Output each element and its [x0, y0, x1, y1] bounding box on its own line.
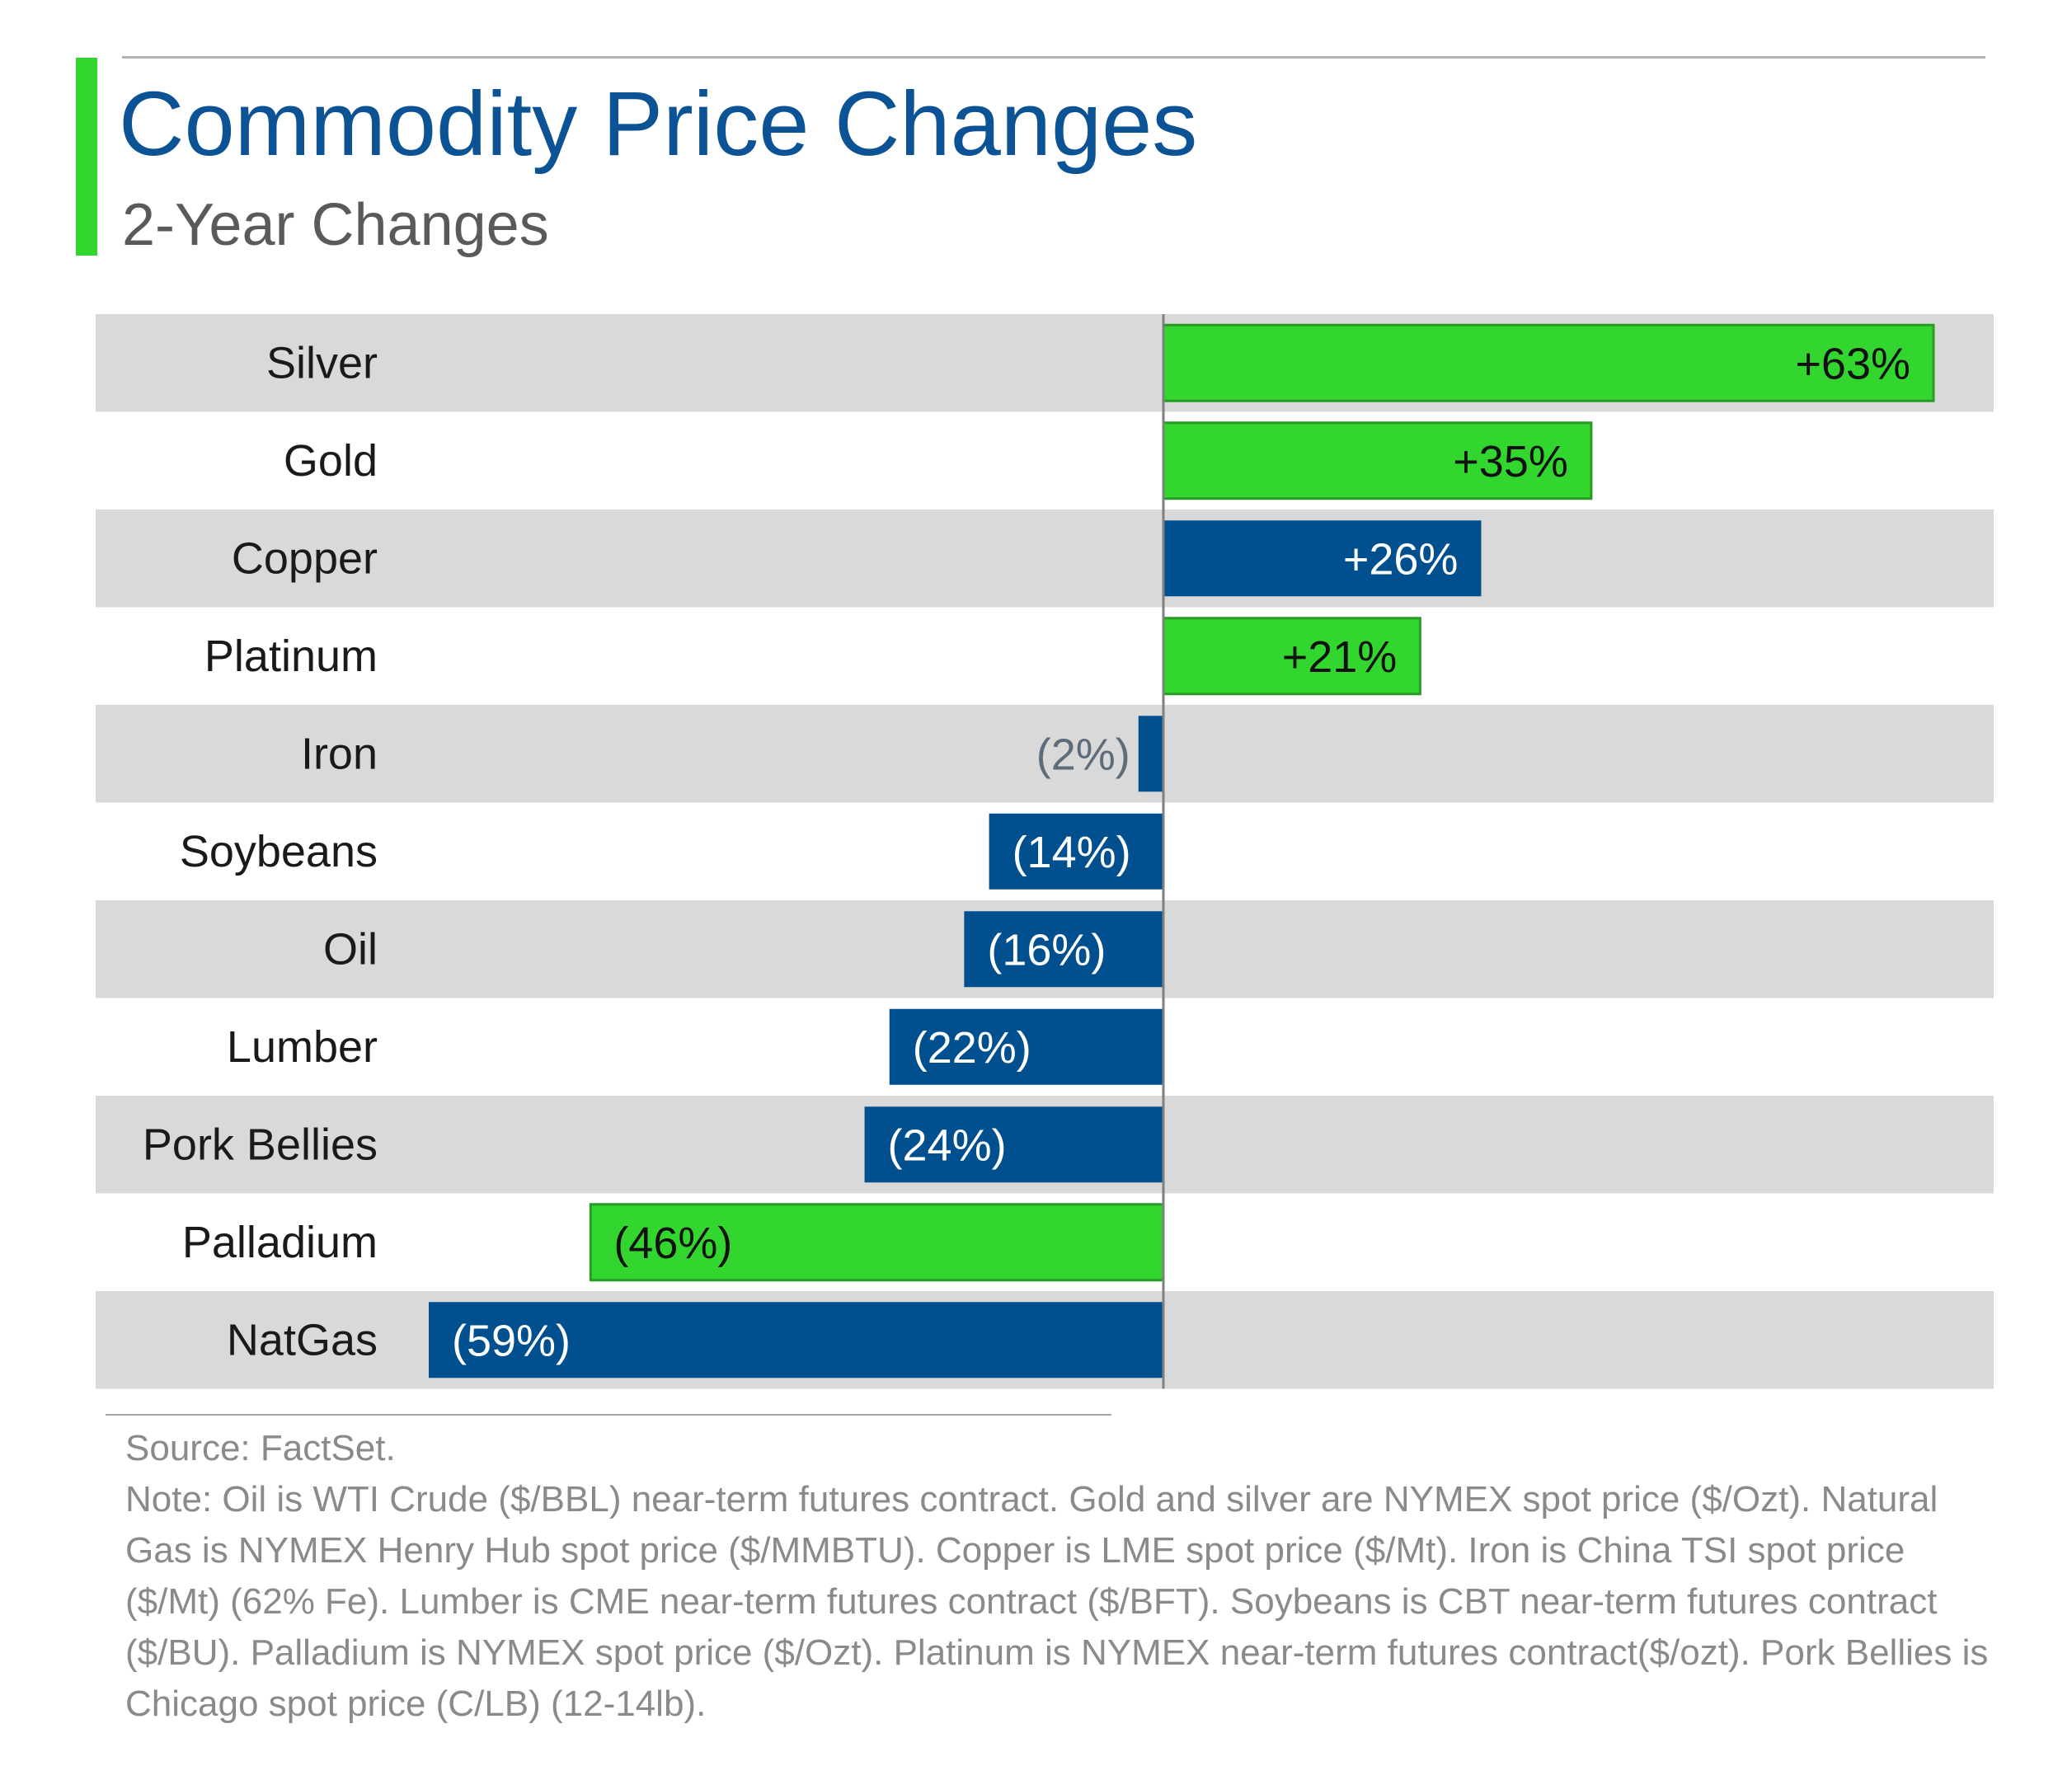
bar [1162, 617, 1421, 696]
data-label: (24%) [888, 1120, 1007, 1170]
bar [1163, 520, 1482, 597]
data-label: (14%) [1013, 828, 1131, 877]
source-rule [106, 1414, 1111, 1416]
data-label: (16%) [987, 925, 1106, 975]
category-label: Iron [301, 729, 378, 778]
bar [1138, 716, 1163, 792]
category-label: Pork Bellies [143, 1120, 378, 1169]
footnote: Source: FactSet. Note: Oil is WTI Crude … [125, 1423, 1989, 1730]
category-label: NatGas [227, 1315, 378, 1364]
bar [964, 911, 1163, 988]
category-label: Soybeans [180, 827, 378, 876]
bar [1162, 421, 1593, 500]
methodology-note: Note: Oil is WTI Crude ($/BBL) near-term… [125, 1479, 1989, 1724]
data-label: +35% [1453, 437, 1568, 486]
data-label: (22%) [913, 1023, 1031, 1073]
row-band [96, 705, 1994, 803]
category-label: Platinum [204, 632, 378, 681]
data-label: +26% [1343, 534, 1459, 584]
source-note: Source: FactSet. [125, 1428, 396, 1468]
category-label: Silver [266, 338, 378, 387]
data-label: +21% [1282, 632, 1398, 682]
data-label: (46%) [613, 1219, 732, 1268]
category-label: Palladium [182, 1218, 378, 1267]
category-label: Gold [284, 436, 378, 486]
chart-title: Commodity Price Changes [119, 73, 1198, 175]
category-label: Oil [323, 924, 378, 974]
row-band [96, 510, 1994, 608]
bar [989, 813, 1163, 890]
top-rule [122, 56, 1985, 59]
category-label: Copper [232, 533, 378, 583]
chart-subtitle: 2-Year Changes [122, 192, 549, 258]
bar [889, 1008, 1163, 1085]
category-label: Lumber [227, 1022, 378, 1072]
bar [589, 1203, 1165, 1282]
bar [864, 1106, 1163, 1183]
data-label: +63% [1795, 339, 1910, 388]
bar [429, 1302, 1163, 1378]
data-label: (2%) [1036, 730, 1130, 779]
data-label: (59%) [452, 1316, 571, 1365]
accent-bar [76, 58, 97, 256]
